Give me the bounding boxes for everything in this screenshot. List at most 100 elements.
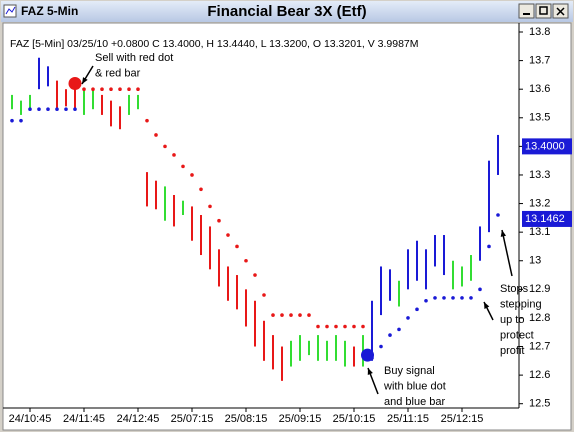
y-tick-label: 13.7: [529, 55, 550, 67]
stop-dot: [280, 313, 284, 317]
price-marker: [522, 138, 572, 155]
stop-dot: [343, 324, 347, 329]
stop-dot: [361, 324, 365, 329]
window-icon-line: [5, 6, 16, 15]
annotation: protect: [500, 329, 534, 341]
stop-dot: [82, 87, 86, 91]
stop-dot: [271, 313, 275, 317]
stop-dot: [217, 218, 221, 223]
y-tick-label: 13.3: [529, 169, 550, 181]
price-marker-label: 13.1462: [525, 213, 565, 225]
x-tick-label: 24/12:45: [117, 413, 160, 425]
stop-dot: [397, 327, 401, 332]
stop-dot: [37, 107, 41, 112]
stop-dot: [10, 118, 14, 123]
annotation: & red bar: [95, 67, 141, 79]
stop-dot: [307, 313, 311, 317]
stop-dot: [334, 324, 338, 329]
stop-dot: [190, 173, 194, 177]
arrow-head: [484, 302, 490, 309]
stop-dot: [118, 87, 122, 91]
stop-dot: [226, 233, 230, 237]
stop-dot: [451, 296, 455, 300]
y-tick-label: 12.8: [529, 312, 550, 324]
stop-dot: [478, 287, 482, 292]
signal-dot: [361, 348, 374, 362]
stop-dot: [199, 187, 203, 192]
annotation-arrow: [501, 229, 513, 277]
stop-dot: [154, 133, 158, 137]
y-tick-label: 13.2: [529, 197, 550, 209]
window-buttons[interactable]: [518, 3, 569, 19]
stop-dot: [136, 87, 140, 91]
y-tick-label: 13.6: [529, 83, 550, 95]
stop-dot: [127, 87, 131, 91]
chart-area: [2, 22, 572, 431]
stop-dot: [19, 118, 23, 123]
stop-dot: [181, 164, 185, 169]
annotation: Sell with red dot: [95, 52, 173, 64]
info-line: FAZ [5-Min] 03/25/10 +0.0800 C 13.4000, …: [10, 38, 419, 50]
y-tick-label: 13.5: [529, 112, 550, 124]
stop-dot: [496, 213, 500, 217]
stop-dot: [415, 307, 419, 312]
price-marker-label: 13.4000: [525, 140, 565, 152]
arrow-head: [82, 77, 88, 84]
arrow-head: [367, 368, 373, 375]
annotation: with blue dot: [383, 380, 446, 392]
stop-dot: [298, 313, 302, 317]
stop-dot: [469, 296, 473, 300]
stop-dot: [379, 344, 383, 349]
x-tick-label: 25/12:15: [441, 413, 484, 425]
annotation: stepping: [500, 298, 542, 310]
stop-dot: [55, 107, 59, 112]
stop-dot: [64, 107, 68, 112]
signal-dot: [68, 76, 82, 90]
stop-dot: [172, 153, 176, 157]
stop-dot: [262, 293, 266, 297]
annotation: profit: [500, 345, 524, 357]
chart-title: Financial Bear 3X (Etf): [207, 3, 366, 20]
y-tick-label: 12.9: [529, 283, 550, 295]
stop-dot: [406, 316, 410, 320]
stop-dot: [424, 298, 428, 303]
x-tick-label: 25/08:15: [225, 413, 268, 425]
y-tick-label: 13.1: [529, 226, 550, 238]
maximize-button[interactable]: [535, 3, 552, 19]
stop-dot: [433, 296, 437, 300]
minimize-button[interactable]: [518, 3, 535, 19]
stop-dot: [109, 87, 113, 91]
stop-dot: [73, 107, 77, 112]
y-tick-label: 12.7: [529, 340, 550, 352]
stop-dot: [100, 87, 104, 91]
stop-dot: [352, 324, 356, 329]
price-marker: [522, 210, 572, 227]
y-tick-label: 12.5: [529, 398, 550, 410]
stop-dot: [487, 244, 491, 249]
stop-dot: [145, 118, 149, 123]
x-tick-label: 25/07:15: [171, 413, 214, 425]
stop-dot: [163, 144, 167, 149]
stop-dot: [388, 333, 392, 337]
x-tick-label: 24/11:45: [63, 413, 105, 425]
annotation: Buy signal: [384, 365, 435, 377]
stop-dot: [253, 273, 257, 277]
x-tick-label: 24/10:45: [9, 413, 52, 425]
stop-dot: [46, 107, 50, 112]
stop-dot: [235, 244, 239, 249]
stop-dot: [325, 324, 329, 329]
stop-dot: [28, 107, 32, 112]
annotation: up to: [500, 314, 524, 326]
window-title: FAZ 5-Min: [21, 4, 78, 18]
y-tick-label: 12.6: [529, 369, 550, 381]
x-tick-label: 25/11:15: [387, 413, 429, 425]
stop-dot: [208, 204, 212, 209]
stop-dot: [460, 296, 464, 300]
stop-dot: [91, 87, 95, 91]
arrow-head: [500, 230, 507, 237]
y-tick-label: 13.8: [529, 26, 550, 38]
x-tick-label: 25/09:15: [279, 413, 322, 425]
title-bar: [1, 1, 573, 22]
